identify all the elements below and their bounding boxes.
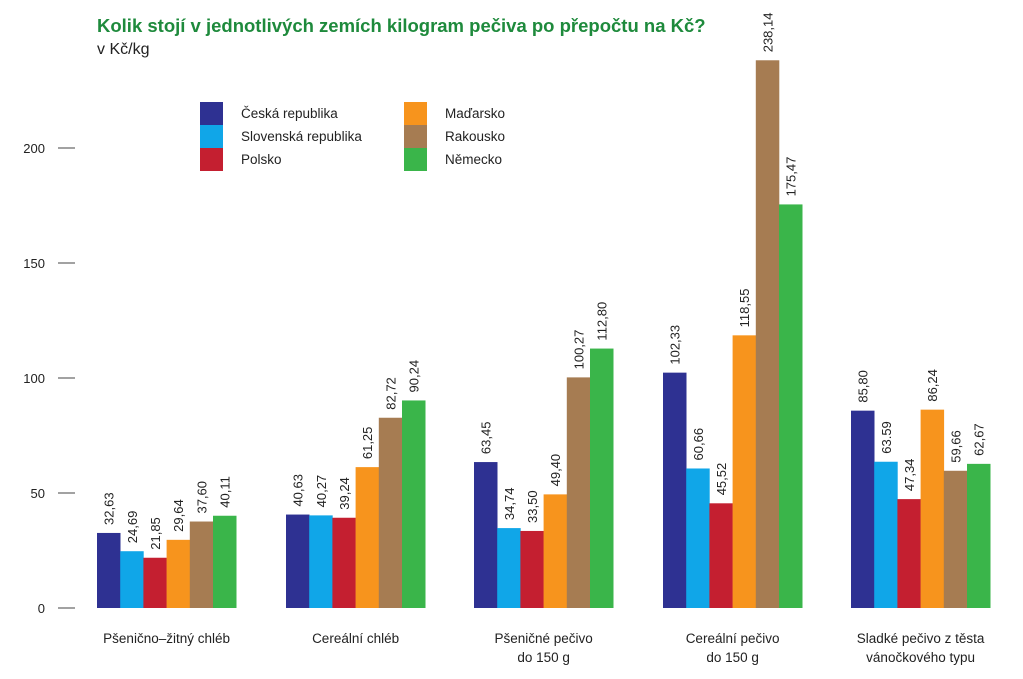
- legend-swatch: [404, 102, 427, 125]
- data-label: 39,24: [337, 477, 352, 510]
- legend-label: Rakousko: [445, 129, 505, 144]
- data-label: 82,72: [383, 377, 398, 410]
- data-label: 63.59: [879, 421, 894, 454]
- x-tick-label: Sladké pečivo z těsta: [857, 631, 985, 646]
- data-label: 49,40: [548, 454, 563, 487]
- x-axis-labels: Pšeničnо–žitný chléb Cereální chléb Pšenič…: [103, 631, 985, 665]
- legend-label: Polsko: [241, 152, 282, 167]
- bar: [309, 515, 333, 608]
- x-tick-label: Cereální pečivo: [686, 631, 780, 646]
- data-label: 86,24: [925, 369, 940, 402]
- data-label: 60,66: [691, 428, 706, 461]
- bar: [590, 348, 614, 608]
- bar: [189, 521, 214, 608]
- bar: [967, 463, 991, 608]
- legend-swatch: [200, 102, 223, 125]
- x-tick-label: Cereální chléb: [312, 631, 399, 646]
- bar: [543, 494, 568, 608]
- legend-label: Maďarsko: [445, 106, 505, 121]
- bar: [897, 499, 921, 608]
- bar: [943, 470, 968, 608]
- legend-swatch: [404, 148, 427, 171]
- y-tick-label: 100: [23, 371, 45, 386]
- data-label: 32,63: [102, 492, 117, 525]
- data-label: 29,64: [171, 499, 186, 532]
- data-label: 112,80: [595, 302, 610, 341]
- data-label: 100,27: [571, 330, 586, 370]
- bar: [166, 539, 191, 608]
- data-label: 40,27: [314, 475, 329, 508]
- bar: [566, 377, 591, 608]
- chart-title: Kolik stojí v jednotlivých zemích kilogr…: [97, 15, 706, 36]
- data-label: 40,63: [291, 474, 306, 507]
- data-label: 21,85: [148, 517, 163, 550]
- legend-label: Česká republika: [241, 106, 338, 121]
- data-label: 175,47: [784, 157, 799, 197]
- legend-label: Německo: [445, 152, 502, 167]
- data-label: 118,55: [737, 289, 752, 328]
- data-label: 34,74: [502, 488, 517, 521]
- data-label: 37,60: [194, 481, 209, 514]
- bar: [520, 530, 544, 608]
- bar: [686, 468, 710, 608]
- y-tick-label: 200: [23, 141, 45, 156]
- data-label: 24,69: [125, 511, 140, 544]
- bar: [920, 409, 945, 608]
- x-tick-label: do 150 g: [706, 650, 759, 665]
- bar: [332, 517, 356, 608]
- bar: [732, 335, 757, 608]
- bar: [851, 410, 875, 608]
- bar: [497, 528, 521, 608]
- y-axis: 0 50 100 150 200: [23, 141, 75, 616]
- legend-swatch: [404, 125, 427, 148]
- legend-swatch: [200, 148, 223, 171]
- y-tick-label: 150: [23, 256, 45, 271]
- bar: [402, 400, 426, 608]
- bar: [97, 532, 121, 608]
- bar: [286, 514, 310, 608]
- bars: [97, 60, 991, 608]
- data-label: 40,11: [218, 476, 233, 508]
- data-label: 33,50: [525, 490, 540, 523]
- bar: [355, 467, 380, 608]
- data-label: 238,14: [760, 13, 775, 53]
- data-label: 85,80: [856, 370, 871, 403]
- bar: [779, 204, 803, 608]
- chart-subtitle: v Kč/kg: [97, 41, 150, 58]
- bar: [213, 515, 237, 608]
- legend: Česká republika Slovenská republika Polsko…: [200, 102, 505, 171]
- data-label: 61,25: [360, 427, 375, 460]
- value-labels: 32,63 40,63 63,45 102,33 85,80 24,69 40,27 34,7…: [102, 13, 987, 550]
- bar: [755, 60, 780, 608]
- bar: [663, 372, 687, 608]
- data-label: 63,45: [479, 422, 494, 455]
- y-tick-label: 0: [38, 601, 45, 616]
- data-label: 102,33: [668, 325, 683, 365]
- data-label: 59,66: [948, 430, 963, 463]
- x-tick-label: do 150 g: [517, 650, 570, 665]
- bar: [378, 417, 403, 608]
- x-tick-label: vánočkového typu: [866, 650, 975, 665]
- bar: [874, 461, 898, 608]
- y-tick-label: 50: [31, 486, 45, 501]
- data-label: 62,67: [972, 423, 987, 456]
- x-tick-label: Pšeničnо–žitný chléb: [103, 631, 230, 646]
- data-label: 45,52: [714, 463, 729, 496]
- x-tick-label: Pšeničné pečivo: [494, 631, 592, 646]
- bar: [143, 557, 167, 608]
- bar: [474, 462, 498, 608]
- legend-swatch: [200, 125, 223, 148]
- bar: [709, 503, 733, 608]
- bar: [120, 551, 144, 608]
- legend-label: Slovenská republika: [241, 129, 362, 144]
- data-label: 47,34: [902, 459, 917, 492]
- data-label: 90,24: [407, 360, 422, 393]
